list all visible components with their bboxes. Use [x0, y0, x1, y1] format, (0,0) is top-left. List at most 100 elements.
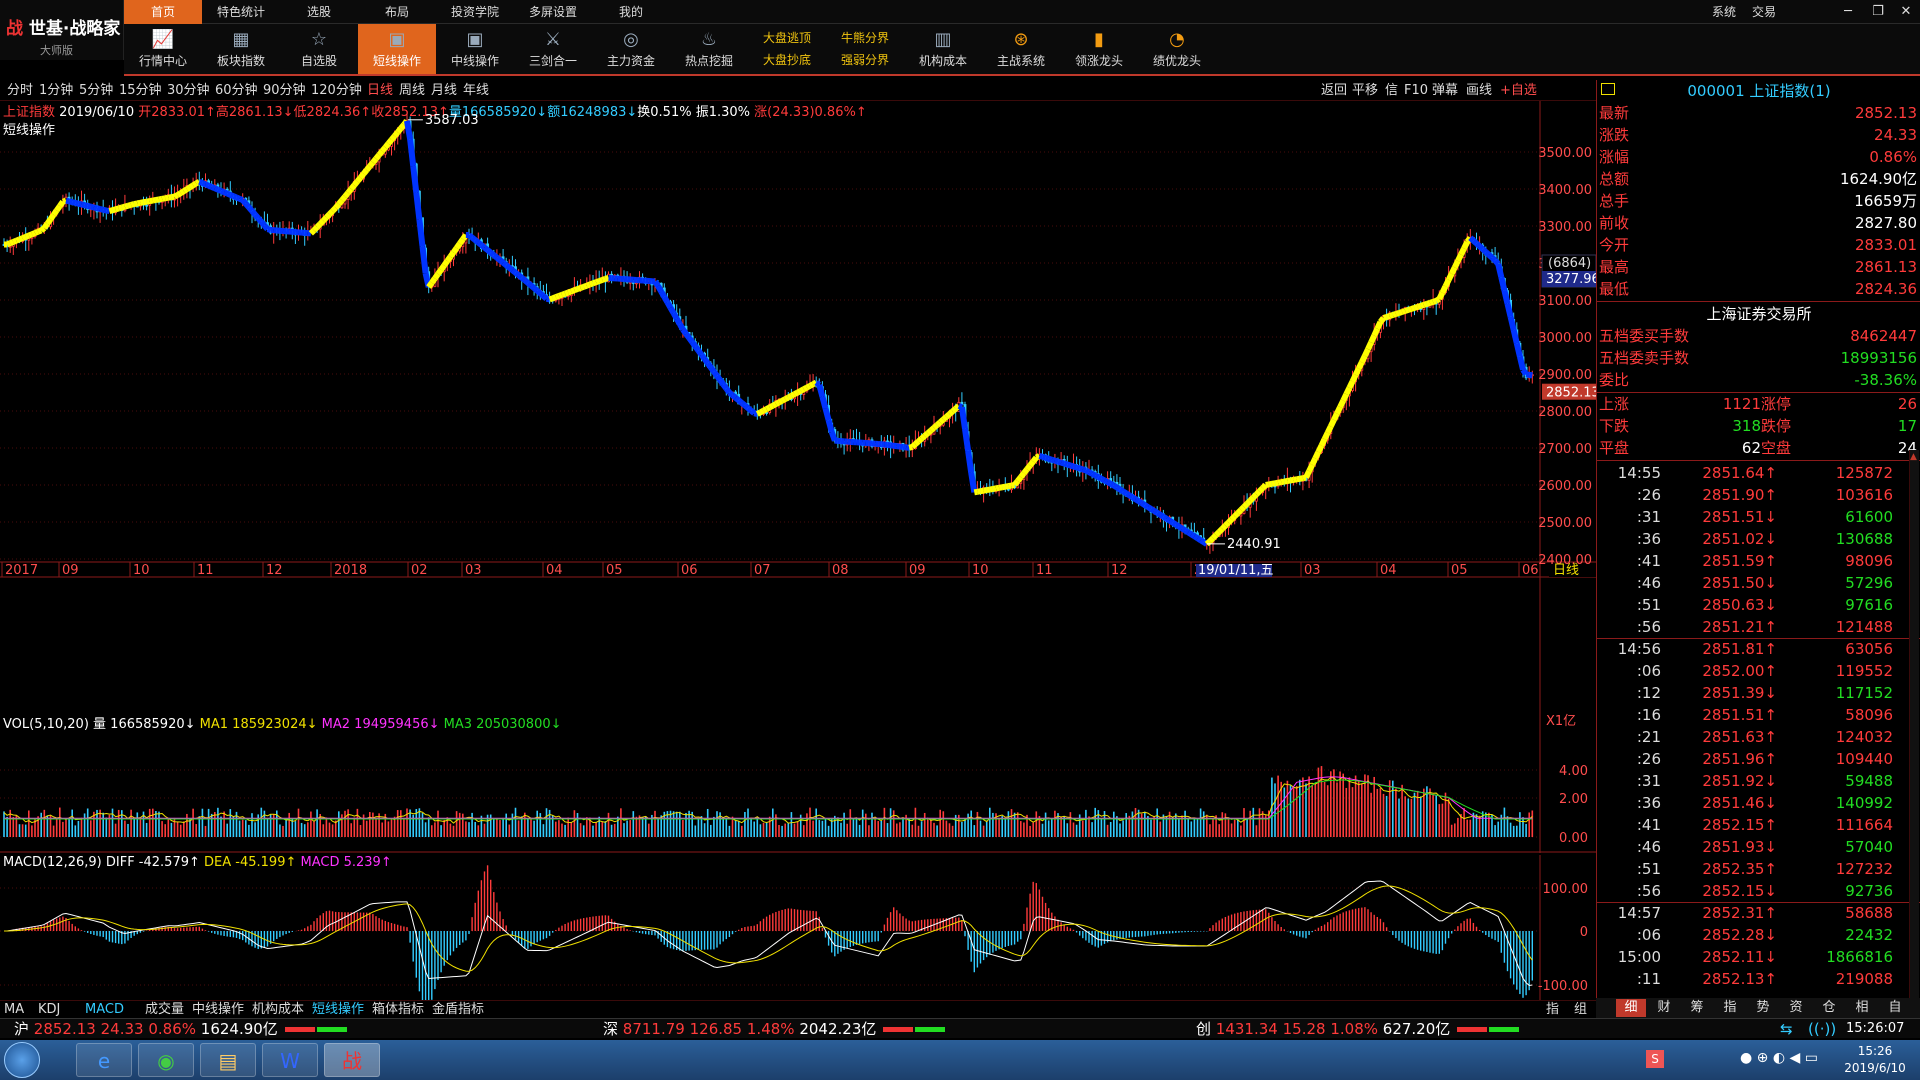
detail-tab[interactable]: 势	[1756, 1000, 1770, 1015]
chart-tool-button[interactable]: +自选	[1500, 83, 1537, 98]
tick-volume: 58096	[1845, 706, 1893, 724]
menu-item[interactable]: 我的	[618, 5, 643, 19]
indicator-tab[interactable]: 箱体指标	[372, 1002, 425, 1017]
detail-tab[interactable]: 仓	[1822, 1000, 1836, 1015]
detail-tab[interactable]: 相	[1855, 1000, 1869, 1015]
tray-icons[interactable]: ● ⊕ ◐ ◀ ▭	[1740, 1050, 1818, 1066]
menu-item[interactable]: 多屏设置	[528, 5, 577, 19]
minimize-icon[interactable]: ─	[1844, 4, 1852, 19]
detail-tab[interactable]: 细	[1616, 999, 1646, 1017]
status-sz[interactable]: 深 8711.79 126.85 1.48% 2042.23亿	[603, 1019, 946, 1039]
toolbar-button[interactable]: ◎ 主力资金	[592, 24, 670, 74]
toolbar-button[interactable]: ▣ 短线操作	[358, 24, 436, 74]
tick-price: 2852.35↑	[1702, 860, 1777, 878]
toolbar-pair-button[interactable]: 大盘逃顶 大盘抄底	[748, 24, 826, 74]
menu-system[interactable]: 系统	[1712, 5, 1737, 19]
tick-row: :56 2852.15↓ 92736	[1597, 880, 1897, 902]
period-tab[interactable]: 月线	[431, 83, 458, 98]
tick-scrollbar[interactable]	[1909, 450, 1919, 1010]
indicator-tab[interactable]: 短线操作	[312, 1002, 365, 1017]
toolbar-pair-top[interactable]: 大盘逃顶	[762, 31, 811, 45]
indicator-tab[interactable]: KDJ	[38, 1002, 61, 1017]
quote-row-value: 2833.01	[1854, 236, 1917, 254]
chart-tool-button[interactable]: 信	[1385, 83, 1399, 98]
menu-item[interactable]: 选股	[306, 5, 331, 19]
period-tab[interactable]: 日线	[367, 83, 394, 98]
status-cy[interactable]: 创 1431.34 15.28 1.08% 627.20亿	[1196, 1019, 1520, 1039]
period-tab[interactable]: 周线	[399, 83, 426, 98]
detail-tab[interactable]: 财	[1657, 1000, 1671, 1015]
toolbar-button[interactable]: ◔ 绩优龙头	[1138, 24, 1216, 74]
side-tab[interactable]: 组	[1574, 1002, 1588, 1017]
tray-s-icon[interactable]: S	[1646, 1050, 1664, 1068]
indicator-tab[interactable]: 金盾指标	[432, 1002, 485, 1017]
period-tab[interactable]: 年线	[463, 83, 490, 98]
toolbar-button[interactable]: ☆ 自选股	[280, 24, 358, 74]
order-row-value: 18993156	[1840, 349, 1917, 367]
indicator-tab[interactable]: 成交量	[145, 1002, 185, 1017]
chart-tool-button[interactable]: 弹幕	[1432, 83, 1459, 98]
detail-tab[interactable]: 资	[1789, 1000, 1803, 1015]
start-button[interactable]	[4, 1042, 40, 1078]
trend-segment	[232, 193, 238, 201]
app-task-icon[interactable]: 战	[324, 1043, 380, 1077]
menu-trade[interactable]: 交易	[1752, 5, 1777, 19]
detail-tab[interactable]: 自	[1888, 1000, 1902, 1015]
period-tab[interactable]: 60分钟	[215, 83, 258, 98]
toolbar-button[interactable]: ▦ 板块指数	[202, 24, 280, 74]
close-icon[interactable]: ✕	[1900, 4, 1912, 19]
trend-segment	[33, 228, 40, 236]
trend-segment	[57, 199, 66, 208]
period-tab[interactable]: 分时	[7, 83, 34, 98]
tray-clock[interactable]: 15:26 2019/6/10	[1830, 1043, 1920, 1077]
chart-tool-button[interactable]: 画线	[1466, 83, 1493, 98]
toolbar-button[interactable]: ⚔ 三剑合一	[514, 24, 592, 74]
period-tab[interactable]: 90分钟	[263, 83, 306, 98]
trend-segment	[336, 198, 345, 206]
panel-toggle-icon[interactable]	[1601, 83, 1615, 95]
detail-tab[interactable]: 指	[1723, 1000, 1737, 1015]
menu-item[interactable]: 首页	[124, 0, 202, 24]
indicator-tab[interactable]: 中线操作	[192, 1002, 245, 1017]
price-chart[interactable]: 3500.003400.003300.003200.003100.003000.…	[0, 101, 1596, 713]
macd-chart[interactable]: 100.00 0 -100.00	[0, 855, 1596, 1000]
side-tab[interactable]: 指	[1546, 1002, 1560, 1017]
wps-icon[interactable]: W	[262, 1043, 318, 1077]
menu-item[interactable]: 投资学院	[450, 5, 499, 19]
chart-tool-button[interactable]: 返回	[1321, 83, 1348, 98]
restore-icon[interactable]: ❐	[1872, 4, 1884, 19]
detail-tab[interactable]: 筹	[1690, 1000, 1704, 1015]
toolbar-pair-top[interactable]: 牛熊分界	[840, 31, 889, 45]
menu-item[interactable]: 布局	[384, 5, 409, 19]
indicator-tab[interactable]: 机构成本	[252, 1002, 305, 1017]
scroll-up-icon[interactable]: ▲	[1910, 452, 1917, 462]
period-tab[interactable]: 30分钟	[167, 83, 210, 98]
menu-item[interactable]: 特色统计	[216, 5, 265, 19]
time-axis-label: 03	[465, 563, 482, 578]
period-tab[interactable]: 120分钟	[311, 83, 362, 98]
toolbar-button[interactable]: ▥ 机构成本	[904, 24, 982, 74]
chart-tool-button[interactable]: F10	[1404, 83, 1429, 98]
toolbar-pair-button[interactable]: 牛熊分界 强弱分界	[826, 24, 904, 74]
toolbar-button[interactable]: ▮ 领涨龙头	[1060, 24, 1138, 74]
trend-segment	[93, 204, 98, 212]
volume-chart[interactable]: X1亿 4.00 2.00 0.00	[0, 713, 1596, 853]
toolbar-button[interactable]: ▣ 中线操作	[436, 24, 514, 74]
indicator-tab[interactable]: MACD	[85, 1002, 124, 1017]
toolbar-button[interactable]: 📈 行情中心	[124, 24, 202, 74]
toolbar-button[interactable]: ⊛ 主战系统	[982, 24, 1060, 74]
status-sh[interactable]: 沪 2852.13 24.33 0.86% 1624.90亿	[14, 1019, 347, 1039]
ie-icon[interactable]: e	[76, 1043, 132, 1077]
period-tab[interactable]: 1分钟	[39, 83, 74, 98]
period-tab[interactable]: 15分钟	[119, 83, 162, 98]
browser-icon[interactable]: ◉	[138, 1043, 194, 1077]
toolbar-pair-bottom[interactable]: 大盘抄底	[762, 53, 811, 67]
chart-tool-button[interactable]: 平移	[1352, 83, 1379, 98]
period-tab[interactable]: 5分钟	[79, 83, 114, 98]
toolbar-pair-bottom[interactable]: 强弱分界	[840, 53, 889, 67]
indicator-tab[interactable]: MA	[4, 1002, 25, 1017]
trend-segment	[1038, 452, 1044, 460]
folder-icon[interactable]: ▤	[200, 1043, 256, 1077]
trend-segment	[1449, 265, 1458, 275]
toolbar-button[interactable]: ♨ 热点挖掘	[670, 24, 748, 74]
